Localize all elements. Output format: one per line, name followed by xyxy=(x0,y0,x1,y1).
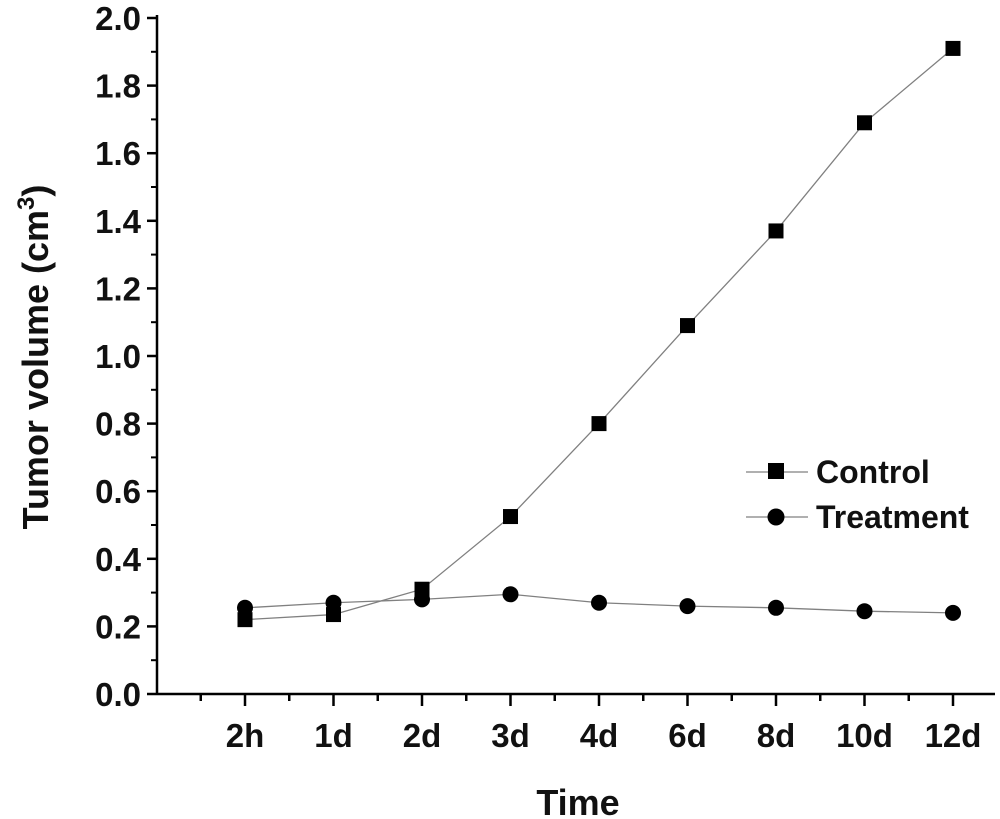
point-control xyxy=(768,223,784,239)
y-tick-label: 1.4 xyxy=(95,203,142,240)
legend-entry-treatment: Treatment xyxy=(746,499,969,535)
x-tick-label: 6d xyxy=(668,717,707,754)
x-axis-title: Time xyxy=(536,782,619,819)
point-control xyxy=(945,40,961,56)
y-tick-label: 2.0 xyxy=(95,0,141,37)
y-tick-label: 0.6 xyxy=(95,473,141,510)
x-tick-label: 8d xyxy=(757,717,796,754)
point-control xyxy=(591,416,607,432)
point-control xyxy=(237,612,253,628)
y-tick-label: 0.2 xyxy=(95,608,141,645)
x-tick-label: 2h xyxy=(226,717,265,754)
point-treatment xyxy=(856,603,873,620)
point-control xyxy=(857,115,872,131)
y-axis-title-close: ) xyxy=(15,185,56,197)
x-tick-label: 2d xyxy=(403,717,442,754)
point-treatment xyxy=(325,594,342,611)
x-tick-label: 1d xyxy=(314,717,353,754)
point-treatment xyxy=(591,594,607,611)
point-control xyxy=(503,509,518,525)
y-tick-label: 0.4 xyxy=(95,541,142,578)
legend-square-marker xyxy=(768,463,784,479)
legend-circle-marker xyxy=(767,508,785,526)
point-treatment xyxy=(945,604,961,621)
y-axis-title-main: Tumor volume (cm xyxy=(15,210,56,529)
x-tick-label: 12d xyxy=(925,717,982,754)
y-tick-label: 0.8 xyxy=(95,406,141,443)
y-tick-label: 1.2 xyxy=(95,270,141,307)
y-tick-label: 1.6 xyxy=(95,135,141,172)
point-control xyxy=(326,607,341,623)
legend-entry-control: Control xyxy=(746,454,930,490)
y-tick-label: 1.0 xyxy=(95,338,141,375)
point-treatment xyxy=(502,586,519,603)
x-tick-label: 10d xyxy=(836,717,893,754)
point-control xyxy=(680,318,695,334)
legend-label-control: Control xyxy=(816,454,930,490)
x-tick-label: 3d xyxy=(491,717,530,754)
series-markers xyxy=(237,40,961,628)
x-tick-label: 4d xyxy=(580,717,619,754)
legend: Control Treatment xyxy=(746,454,969,535)
axes xyxy=(155,15,995,696)
y-ticks: 0.0 0.2 0.4 0.6 0.8 1.0 1.2 1.4 1.6 1.8 2.0 xyxy=(95,0,157,713)
y-axis-title: Tumor volume (cm3) xyxy=(13,185,56,530)
y-axis-title-superscript: 3 xyxy=(13,197,40,210)
y-tick-label: 0.0 xyxy=(95,676,141,713)
point-treatment xyxy=(679,598,696,615)
point-treatment xyxy=(768,599,784,616)
legend-label-treatment: Treatment xyxy=(816,499,969,535)
point-treatment xyxy=(237,599,253,616)
y-tick-label: 1.8 xyxy=(95,68,141,105)
point-treatment xyxy=(414,591,430,608)
x-ticks: 2h 1d 2d 3d 4d 6d 8d 10d 12d xyxy=(199,694,982,754)
